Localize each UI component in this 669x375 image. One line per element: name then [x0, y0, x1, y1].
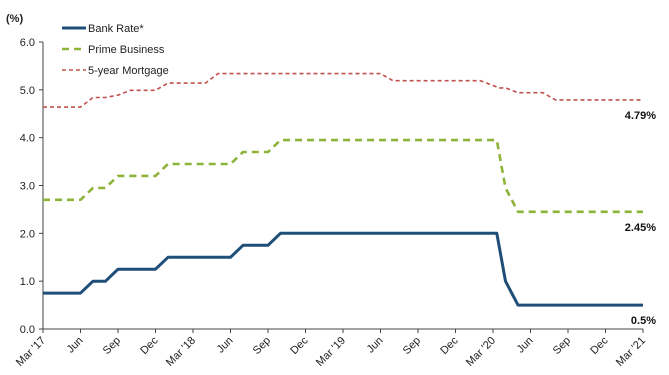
x-tick-label: Jun [515, 335, 536, 356]
end-labels: 0.5% 2.45% 4.79% [625, 110, 656, 327]
series-lines [43, 72, 643, 307]
x-tick-label: Dec [588, 334, 611, 357]
x-tick-label: Sep [551, 335, 573, 357]
x-tick-label: Dec [288, 334, 311, 357]
y-tick-label: 2.0 [20, 228, 35, 240]
end-value-label: 4.79% [625, 110, 656, 122]
legend-label: Bank Rate* [88, 23, 144, 35]
x-tick-label: Sep [401, 335, 423, 357]
x-tick-label: Mar '21 [614, 335, 648, 369]
y-tick-label: 4.0 [20, 133, 35, 145]
y-tick-label: 3.0 [20, 181, 35, 193]
y-unit-label: (%) [6, 13, 23, 25]
y-axis: 0.0 1.0 2.0 3.0 4.0 5.0 6.0 [20, 37, 44, 336]
x-tick-label: Mar '17 [14, 335, 48, 369]
y-tick-label: 0.0 [20, 324, 35, 336]
end-value-label: 2.45% [625, 222, 656, 234]
end-value-label: 0.5% [631, 315, 656, 327]
legend: Bank Rate* Prime Business 5-year Mortgage [62, 23, 169, 77]
legend-label: Prime Business [88, 44, 165, 56]
x-tick-label: Jun [215, 335, 236, 356]
x-tick-label: Sep [251, 335, 273, 357]
legend-label: 5-year Mortgage [88, 65, 169, 77]
x-tick-label: Mar '20 [464, 335, 498, 369]
x-tick-label: Mar '18 [164, 335, 198, 369]
x-tick-label: Jun [365, 335, 386, 356]
x-axis: Mar '17 Jun Sep Dec Mar '18 Jun Sep Dec Mar '19 J… [14, 328, 648, 369]
y-tick-label: 6.0 [20, 37, 35, 49]
x-tick-label: Sep [101, 335, 123, 357]
series-line-2 [43, 72, 643, 108]
x-tick-label: Dec [438, 334, 461, 357]
x-tick-label: Mar '19 [314, 335, 348, 369]
y-tick-label: 1.0 [20, 276, 35, 288]
series-line-1 [43, 138, 643, 214]
x-tick-label: Dec [138, 334, 161, 357]
series-line-0 [43, 231, 643, 307]
y-tick-label: 5.0 [20, 85, 35, 97]
x-tick-label: Jun [65, 335, 86, 356]
